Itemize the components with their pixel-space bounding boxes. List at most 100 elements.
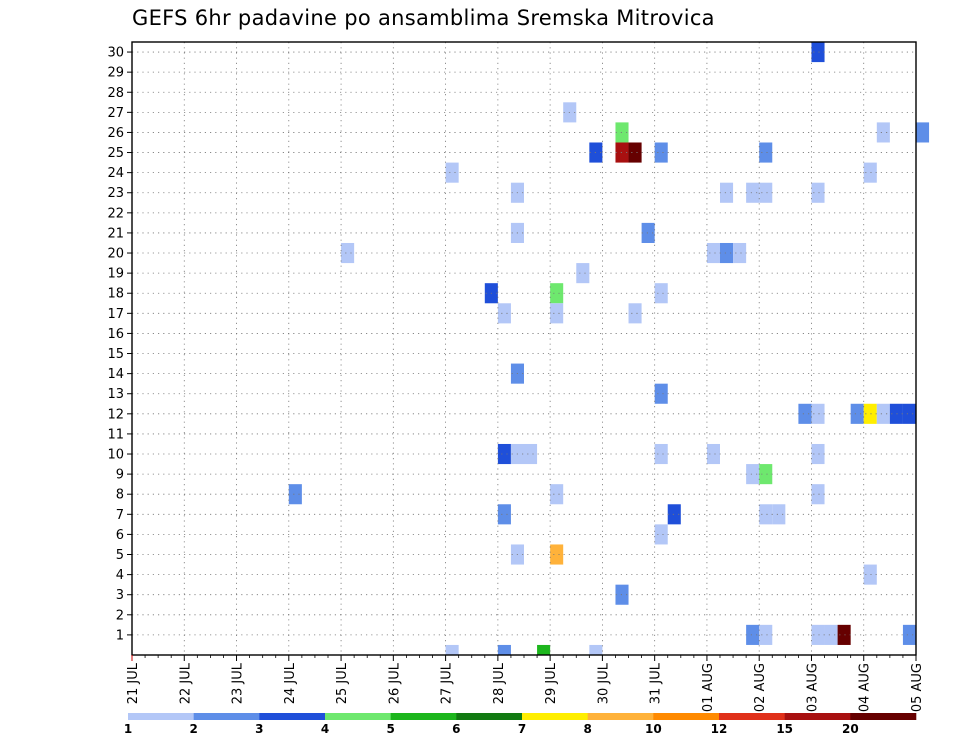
legend-label: 20 xyxy=(842,722,859,736)
heatmap-cell xyxy=(811,484,825,505)
y-tick-label: 6 xyxy=(116,528,124,543)
x-tick-label: 21 JUL xyxy=(126,662,141,704)
heatmap-cell xyxy=(288,484,302,505)
grid-lines xyxy=(132,42,916,655)
heatmap-cell xyxy=(902,624,916,645)
y-tick-label: 20 xyxy=(107,247,124,262)
y-tick-label: 4 xyxy=(116,568,124,583)
heatmap-cell xyxy=(654,142,668,163)
legend-label: 3 xyxy=(255,722,263,736)
x-tick-label: 26 JUL xyxy=(387,662,402,704)
legend-label: 8 xyxy=(583,722,591,736)
x-tick-label: 24 JUL xyxy=(283,662,298,704)
x-tick-label: 27 JUL xyxy=(440,662,455,704)
y-tick-label: 25 xyxy=(107,146,124,161)
x-tick-label: 03 AUG xyxy=(805,663,820,712)
heatmap-cell xyxy=(759,624,773,645)
heatmap-cell xyxy=(654,283,668,304)
y-tick-label: 28 xyxy=(107,86,124,101)
legend-swatch xyxy=(587,713,654,720)
heatmap-cell xyxy=(341,242,355,264)
chart-title: GEFS 6hr padavine po ansamblima Sremska … xyxy=(132,6,715,30)
y-tick-label: 14 xyxy=(107,367,124,382)
x-tick-label: 28 JUL xyxy=(492,662,507,704)
y-tick-label: 15 xyxy=(107,347,124,362)
heatmap-cell xyxy=(615,142,629,163)
heatmap-cell xyxy=(876,403,890,424)
heatmap-cell xyxy=(746,182,760,203)
y-tick-label: 29 xyxy=(107,66,124,81)
y-tick-label: 1 xyxy=(116,628,124,643)
heatmap-cell xyxy=(863,162,877,183)
heatmap-cell xyxy=(445,644,459,655)
heatmap-cell xyxy=(876,122,890,143)
heatmap-cell xyxy=(706,443,720,465)
heatmap-cell xyxy=(759,504,773,525)
legend-swatch xyxy=(784,713,851,720)
heatmap-cell xyxy=(576,263,590,284)
legend-swatch xyxy=(259,713,326,720)
y-tick-label: 9 xyxy=(116,468,124,483)
y-tick-label: 16 xyxy=(107,327,124,342)
heatmap-cell xyxy=(497,644,511,655)
heatmap-cell xyxy=(628,303,642,324)
y-tick-label: 30 xyxy=(107,46,124,61)
x-tick-label: 25 JUL xyxy=(335,662,350,704)
y-tick-label: 24 xyxy=(107,166,124,181)
heatmap-cell xyxy=(706,242,720,264)
heatmap-cell xyxy=(589,644,603,655)
heatmap-cell xyxy=(654,443,668,465)
heatmap-cell xyxy=(798,403,812,424)
legend-label: 10 xyxy=(645,722,662,736)
heatmap-cell xyxy=(902,403,916,424)
heatmap-cell xyxy=(863,564,877,585)
heatmap-cell xyxy=(628,142,642,163)
legend-swatch xyxy=(850,713,917,720)
legend-swatch xyxy=(325,713,391,720)
heatmap-cell xyxy=(733,242,747,264)
y-tick-label: 5 xyxy=(116,548,124,563)
color-legend: 1 2 3 4 5 6 7 8 10 12 15 20 xyxy=(124,713,917,736)
legend-swatch xyxy=(128,713,194,720)
heatmap-cell xyxy=(524,443,538,465)
heatmap-cell xyxy=(746,624,760,645)
heatmap-cell xyxy=(811,443,825,465)
x-tick-label: 04 AUG xyxy=(858,663,873,712)
heatmap-cell xyxy=(537,644,551,655)
y-tick-label: 11 xyxy=(107,427,124,442)
heatmap-cell xyxy=(824,624,838,645)
legend-swatch xyxy=(390,713,457,720)
x-tick-label: 29 JUL xyxy=(544,662,559,704)
x-tick-label: 30 JUL xyxy=(596,662,611,704)
heatmap-cell xyxy=(759,182,773,203)
heatmap-cell xyxy=(811,182,825,203)
x-tick-label: 22 JUL xyxy=(178,662,193,704)
y-tick-label: 19 xyxy=(107,267,124,282)
heatmap-cell xyxy=(811,403,825,424)
legend-swatch xyxy=(719,713,785,720)
heatmap-cell xyxy=(916,122,930,143)
y-axis: 1234567891011121314151617181920212223242… xyxy=(107,46,132,643)
legend-label: 1 xyxy=(124,722,132,736)
heatmap-cell xyxy=(497,303,511,324)
heatmap-cell xyxy=(641,222,655,243)
heatmap-cell xyxy=(759,142,773,163)
x-tick-label: 01 AUG xyxy=(701,663,716,712)
heatmap-cell xyxy=(811,624,825,645)
heatmap-cell xyxy=(497,504,511,525)
heatmap-cell xyxy=(615,122,629,143)
y-tick-label: 12 xyxy=(107,407,124,422)
y-tick-label: 26 xyxy=(107,126,124,141)
legend-label: 7 xyxy=(518,722,526,736)
legend-swatch xyxy=(193,713,260,720)
y-tick-label: 17 xyxy=(107,307,124,322)
legend-label: 5 xyxy=(386,722,394,736)
heatmap-cell xyxy=(497,443,511,465)
heatmap-cell xyxy=(837,624,851,645)
heatmap-cell xyxy=(746,464,760,485)
y-tick-label: 22 xyxy=(107,206,124,221)
heatmap-cell xyxy=(654,383,668,404)
x-tick-label: 05 AUG xyxy=(910,663,925,712)
heatmap-cell xyxy=(615,584,629,605)
heatmap-cell xyxy=(850,403,864,424)
